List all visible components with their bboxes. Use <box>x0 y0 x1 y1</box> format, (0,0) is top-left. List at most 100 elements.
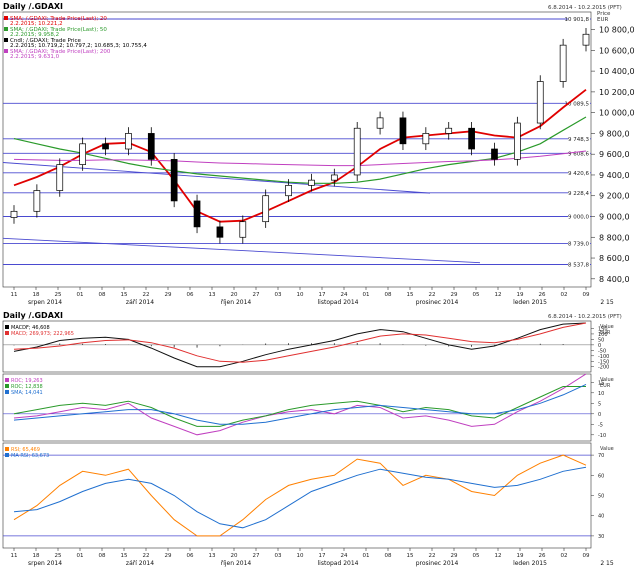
x-tick-label: 22 <box>429 553 436 559</box>
trend-line <box>2 162 431 194</box>
y-tick-label: -5 <box>598 422 603 428</box>
series-line-sma200 <box>13 150 587 167</box>
x-tick-label: 29 <box>451 292 458 298</box>
legend-label: MACD; 269,973; 222,965 <box>11 331 74 337</box>
x-tick-label: 01 <box>77 553 84 559</box>
candle-body <box>353 127 361 176</box>
x-month-label: leden 2015 <box>513 299 547 306</box>
candle-body <box>582 33 590 46</box>
roc-plot-area <box>2 373 592 442</box>
level-label: 10 089,5 <box>565 101 590 107</box>
main-y-axis: 10 800,0 10 600,0 10 400,0 10 200,0 10 000,0… <box>591 26 635 284</box>
x-tick-label: 13 <box>209 553 216 559</box>
candle-body <box>330 174 338 181</box>
price-unit: EUR <box>597 17 609 23</box>
x-tick-label: 29 <box>165 553 172 559</box>
candle-body <box>147 133 155 160</box>
x-tick-label: 08 <box>99 553 106 559</box>
y-tick-label: 9 800,0 <box>599 129 630 138</box>
legend-swatch <box>5 378 9 382</box>
x-tick-label: 20 <box>231 553 238 559</box>
x-tick-label: 25 <box>55 292 62 298</box>
candlesticks <box>10 28 590 244</box>
x-tick-label: 06 <box>187 292 194 298</box>
level-label-bg <box>568 168 590 176</box>
legend-swatch <box>4 49 8 53</box>
level-label: 8 537,8 <box>568 262 589 268</box>
series-line <box>13 322 587 368</box>
chart-title: Daily /.GDAXI <box>3 2 63 11</box>
candle-body <box>216 226 224 238</box>
legend-label: MACDF; 46,608 <box>11 325 50 331</box>
candle-body <box>308 179 315 186</box>
series-line <box>13 466 587 529</box>
candle-body <box>376 117 384 129</box>
level-label-bg <box>568 239 590 247</box>
x-month-label: prosinec 2014 <box>416 560 459 567</box>
y-tick-label: 9 400,0 <box>599 171 630 180</box>
y-tick-label: -50 <box>598 348 606 354</box>
candle-body <box>559 44 567 82</box>
x-tick-label: 18 <box>33 553 40 559</box>
x-month-label: září 2014 <box>126 560 154 567</box>
legend-label: MA RSI; 63,673 <box>11 453 49 459</box>
y-tick-label: 10 400,0 <box>599 67 635 76</box>
y-tick-label: 5 <box>598 401 601 407</box>
x-tick-label: 22 <box>143 553 150 559</box>
x-tick-label: 09 <box>583 553 590 559</box>
x-month-label: srpen 2014 <box>28 299 62 306</box>
y-tick-label: 40 <box>598 514 604 520</box>
level-label: 10 901,8 <box>565 17 590 23</box>
x-month-label: listopad 2014 <box>318 560 359 567</box>
level-label: 8 739,0 <box>568 242 589 248</box>
level-label: 9 000,0 <box>568 215 589 221</box>
x-tick-label: 08 <box>99 292 106 298</box>
x-tick-label: 25 <box>55 553 62 559</box>
legend-value: 2.2.2015; 10.221,2 <box>10 21 63 27</box>
candle-body <box>10 210 18 218</box>
y-tick-label: 9 200,0 <box>599 192 630 201</box>
legend-swatch <box>4 38 8 42</box>
x-tick-label: 15 <box>407 553 414 559</box>
y-axis-unit: EUR <box>600 330 611 336</box>
candle-body <box>468 127 475 150</box>
x-tick-label: 19 <box>517 553 524 559</box>
x-tick-label: 17 <box>319 553 326 559</box>
y-tick-label: -100 <box>598 354 609 360</box>
y-tick-label: 70 <box>598 453 604 459</box>
x-tick-label: 29 <box>165 292 172 298</box>
y-tick-label: 15 <box>598 380 604 386</box>
x-month-label: září 2014 <box>126 299 154 306</box>
legend-label: ROC; 19,263 <box>11 378 43 384</box>
legend-swatch <box>5 447 9 451</box>
trend-line <box>2 237 481 264</box>
level-label: 9 748,3 <box>568 137 589 143</box>
y-axis-unit: Value <box>600 446 614 452</box>
level-label: 9 608,6 <box>568 151 589 157</box>
candle-body <box>170 159 178 202</box>
series-line <box>13 386 586 427</box>
x-tick-label: 19 <box>517 292 524 298</box>
x-month-label: 2 15 <box>600 299 614 306</box>
y-axis-unit: Value <box>600 324 614 330</box>
y-tick-label: 10 800,0 <box>599 26 635 35</box>
x-tick-label: 01 <box>77 292 84 298</box>
x-month-label: 2 15 <box>600 560 614 567</box>
legend-label: SMA; /.GDAXI; Trade Price(Last); 20 <box>10 16 107 22</box>
y-tick-label: 0 <box>598 412 601 418</box>
x-tick-label: 11 <box>11 553 18 559</box>
x-tick-label: 15 <box>121 553 128 559</box>
x-axis-main: 11 18 25 01 08 15 22 29 06 13 20 27 03 10 17 24 01 08 15 22… <box>11 287 614 306</box>
x-tick-label: 17 <box>319 292 326 298</box>
candle-body <box>193 200 201 228</box>
x-tick-label: 09 <box>583 292 590 298</box>
level-label-bg <box>568 134 590 142</box>
price-label: Price <box>597 11 611 17</box>
x-tick-label: 03 <box>275 292 282 298</box>
series-line-sma20 <box>13 88 587 223</box>
x-tick-label: 24 <box>341 292 348 298</box>
y-tick-label: -200 <box>598 365 609 371</box>
candle-body <box>514 122 521 160</box>
lower-range: 6.8.2014 - 10.2.2015 (PFT) <box>548 314 622 320</box>
y-tick-label: 30 <box>598 534 604 540</box>
